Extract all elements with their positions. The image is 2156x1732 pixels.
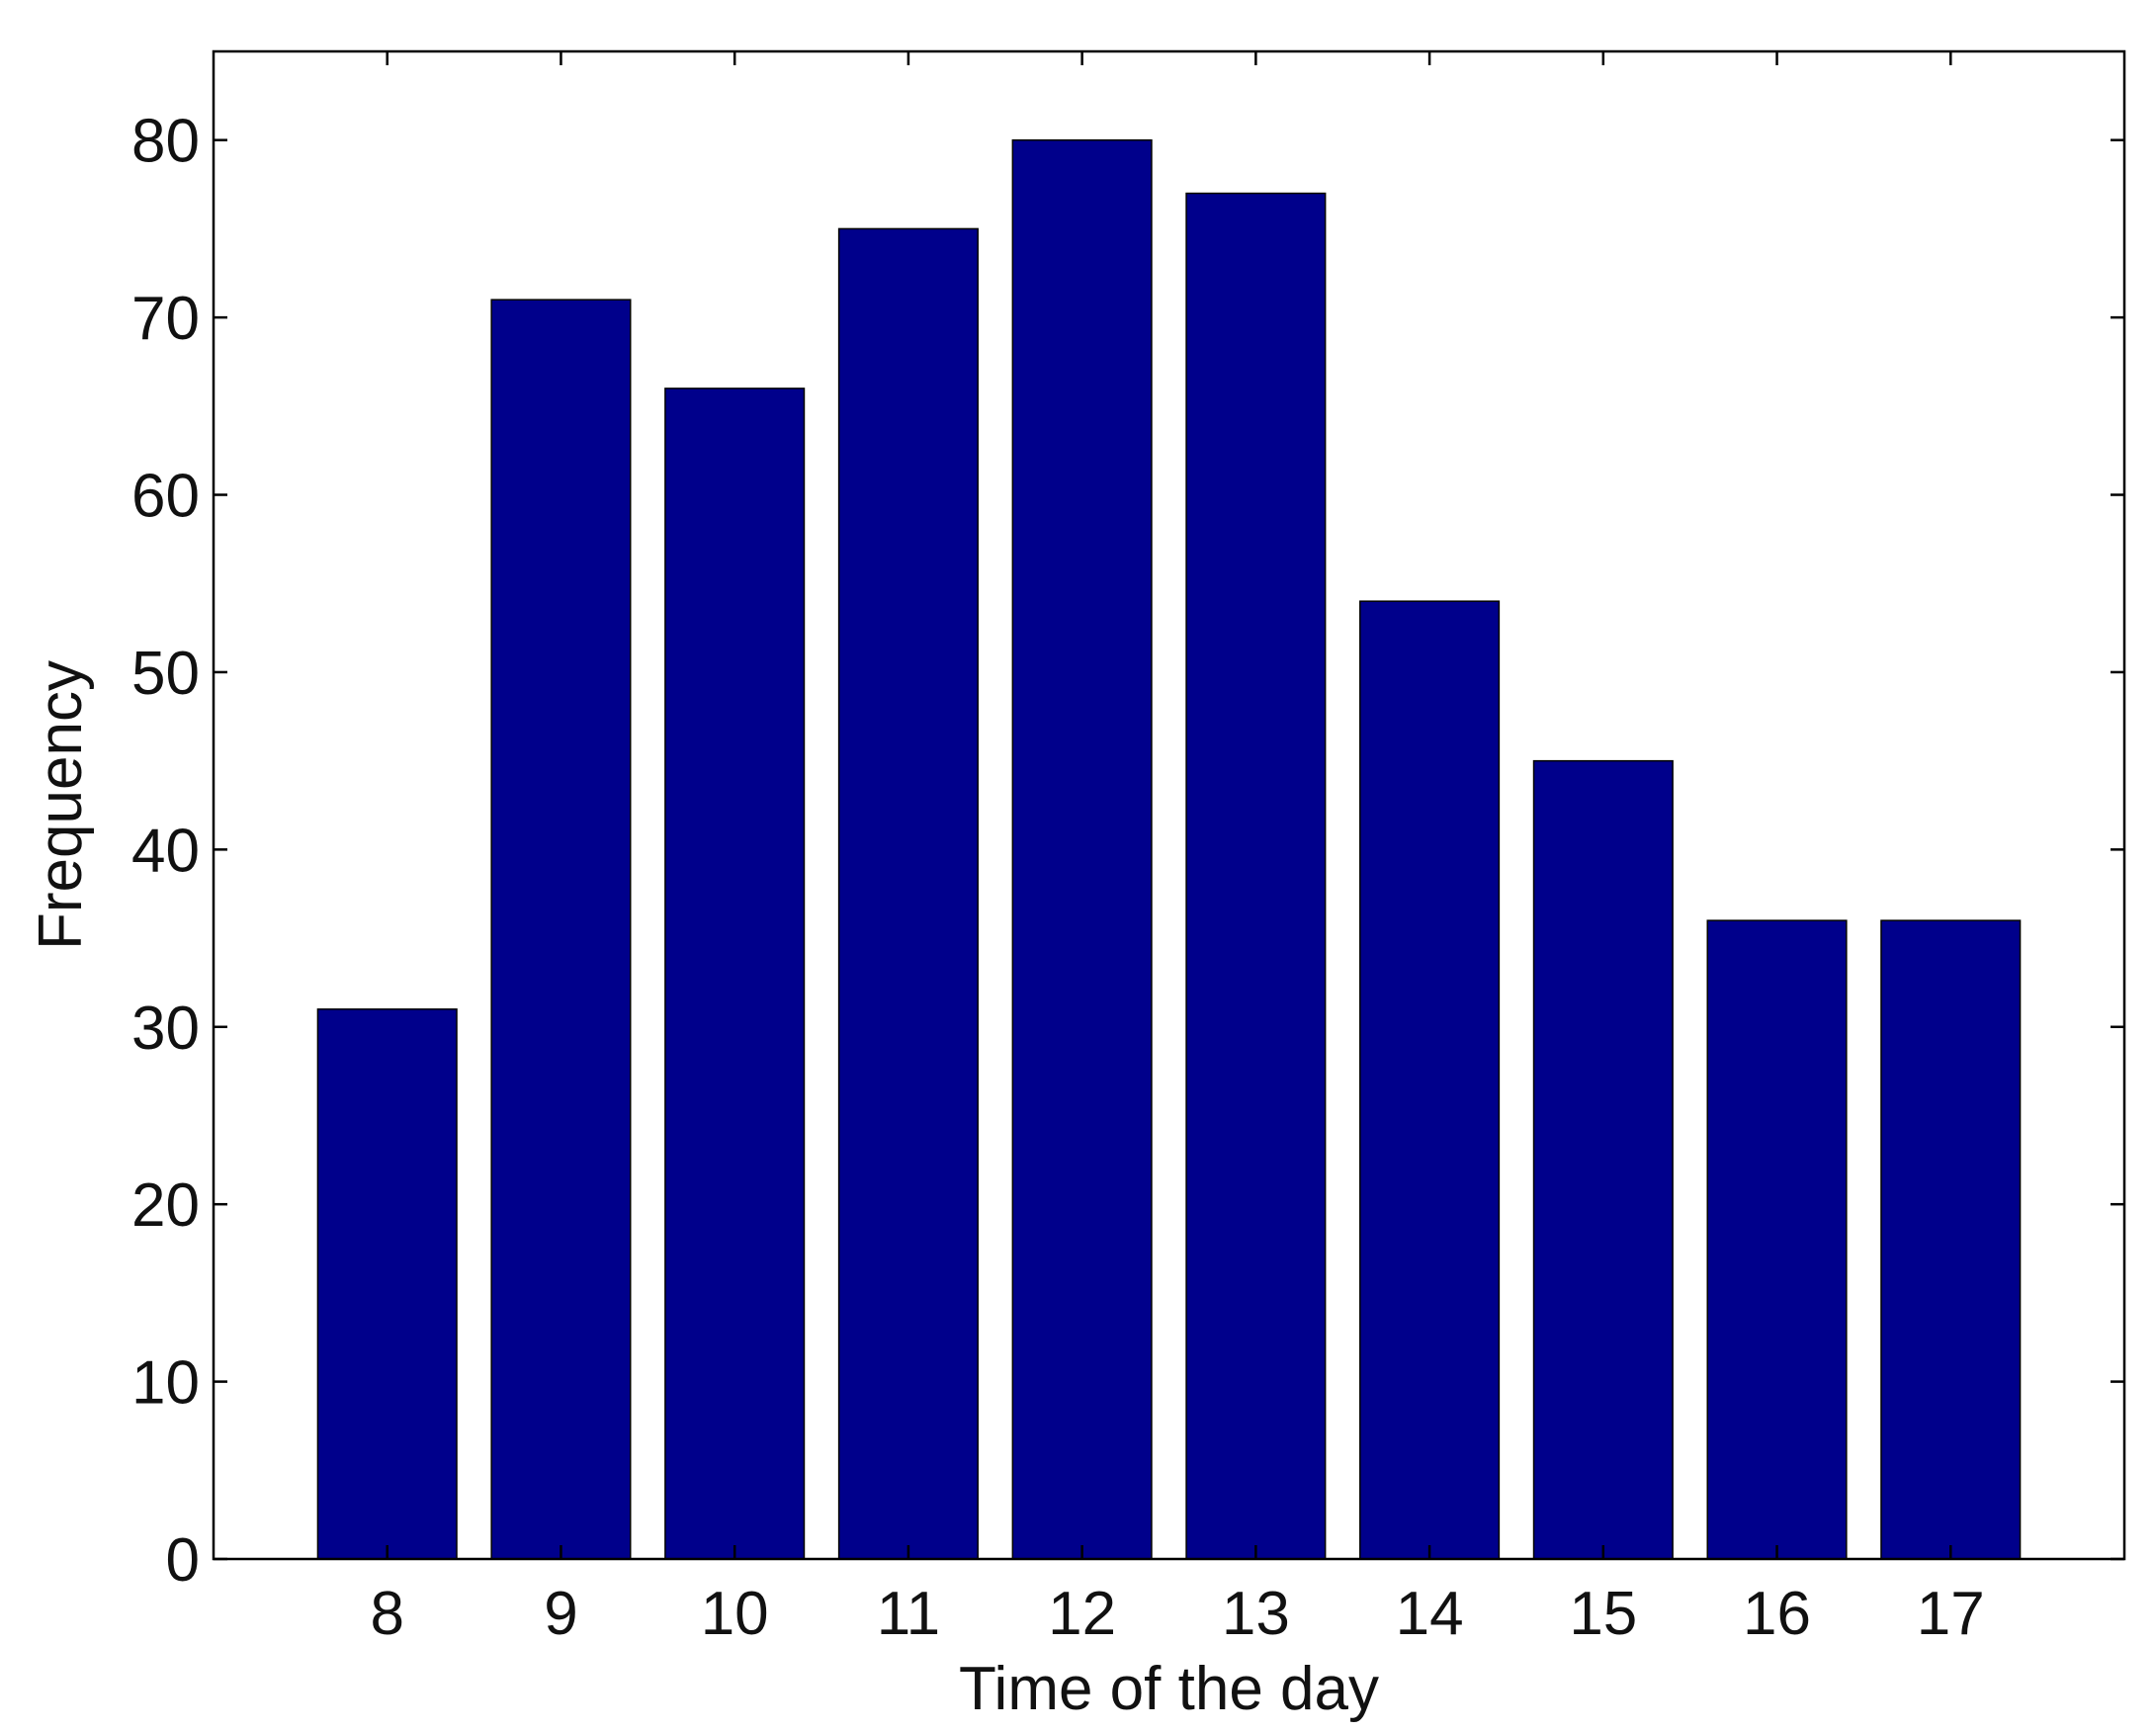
x-tick-label-17: 17 bbox=[1917, 1580, 1985, 1648]
y-tick-label-40: 40 bbox=[131, 817, 200, 885]
bar-15 bbox=[1532, 759, 1674, 1560]
x-tick-label-16: 16 bbox=[1743, 1580, 1811, 1648]
y-axis-label: Frequency bbox=[27, 660, 95, 950]
y-tick-labels: 0 10 20 30 40 50 60 70 80 bbox=[131, 108, 200, 1595]
bar-17 bbox=[1880, 919, 2022, 1560]
x-tick-label-12: 12 bbox=[1048, 1580, 1116, 1648]
bar-8 bbox=[316, 1008, 458, 1560]
bar-13 bbox=[1185, 192, 1327, 1560]
bar-12 bbox=[1011, 138, 1153, 1560]
x-tick-labels: 8 9 10 11 12 13 14 15 16 17 bbox=[370, 1580, 1984, 1648]
y-tick-label-0: 0 bbox=[166, 1526, 200, 1595]
bar-16 bbox=[1706, 919, 1848, 1560]
x-axis-label: Time of the day bbox=[959, 1655, 1379, 1723]
y-tick-label-20: 20 bbox=[131, 1171, 200, 1240]
bar-14 bbox=[1359, 600, 1501, 1560]
y-tick-label-50: 50 bbox=[131, 640, 200, 708]
y-tick-label-70: 70 bbox=[131, 285, 200, 353]
bar-10 bbox=[664, 388, 806, 1560]
y-tick-label-80: 80 bbox=[131, 108, 200, 176]
x-tick-label-15: 15 bbox=[1569, 1580, 1637, 1648]
y-tick-label-60: 60 bbox=[131, 463, 200, 531]
x-tick-label-8: 8 bbox=[370, 1580, 403, 1648]
x-tick-label-11: 11 bbox=[877, 1580, 940, 1648]
ticks-group bbox=[214, 51, 2124, 1561]
bar-11 bbox=[837, 227, 979, 1560]
x-tick-label-10: 10 bbox=[701, 1580, 769, 1648]
x-tick-label-14: 14 bbox=[1396, 1580, 1464, 1648]
bar-9 bbox=[490, 299, 632, 1560]
plot-frame bbox=[212, 49, 2126, 1561]
bars-group bbox=[316, 138, 2022, 1560]
x-tick-label-9: 9 bbox=[544, 1580, 577, 1648]
y-tick-label-10: 10 bbox=[131, 1349, 200, 1418]
x-tick-label-13: 13 bbox=[1222, 1580, 1290, 1648]
y-tick-label-30: 30 bbox=[131, 995, 200, 1063]
